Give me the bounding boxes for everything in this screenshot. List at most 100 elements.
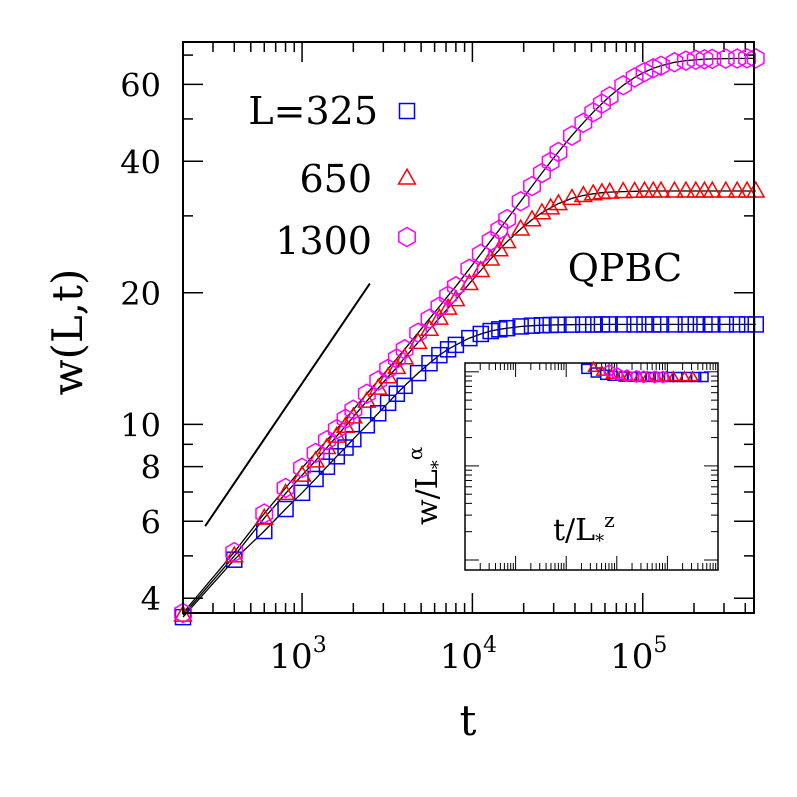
inset-point-triangle (614, 369, 628, 381)
data-point-square (277, 500, 294, 518)
data-point-hexagon (420, 308, 439, 330)
legend-label-325: L=325 (248, 89, 378, 133)
legend-label-650: 650 (299, 157, 372, 201)
tick-layer (182, 42, 754, 613)
data-point-triangle (651, 180, 671, 198)
data-point-triangle (624, 180, 645, 199)
data-point-square (498, 319, 516, 337)
y-tick-label: 20 (120, 275, 161, 313)
data-point-hexagon (746, 48, 765, 69)
data-point-triangle (727, 180, 747, 198)
data-point-hexagon (387, 348, 406, 369)
inset-point-triangle (686, 370, 700, 382)
data-point-hexagon (225, 541, 244, 563)
inset-point-hexagon (657, 370, 669, 384)
data-markers (173, 48, 766, 626)
data-point-triangle (459, 273, 480, 291)
data-point-square (293, 484, 311, 502)
y-axis-label: w(L,t) (43, 269, 92, 396)
data-point-hexagon (541, 151, 560, 173)
data-point-square (396, 377, 413, 395)
data-point-hexagon (174, 602, 192, 624)
inset-x-label-base: t/L (553, 513, 595, 548)
y-tick-label: 60 (120, 66, 161, 104)
data-point-triangle (548, 193, 569, 211)
data-point-hexagon (511, 190, 530, 212)
y-tick-label: 4 (141, 580, 161, 618)
data-point-hexagon (446, 275, 465, 297)
data-point-triangle (429, 307, 450, 325)
y-tick-label: 6 (141, 503, 161, 541)
data-point-square (358, 417, 376, 434)
data-point-triangle (702, 180, 722, 198)
data-point-square (717, 316, 735, 333)
data-point-hexagon (490, 219, 509, 240)
plot-frame (182, 41, 755, 614)
data-point-square (533, 316, 551, 334)
data-point-triangle (497, 231, 517, 249)
data-point-square (431, 346, 448, 364)
inset-point-hexagon (630, 369, 643, 384)
legend-marker-hexagon (398, 226, 416, 248)
data-point-hexagon (703, 48, 722, 70)
data-point-square (666, 316, 683, 333)
inset-y-label-base: w/L (410, 469, 445, 525)
data-point-square (447, 336, 465, 354)
data-point-hexagon (716, 48, 735, 69)
data-point-hexagon (652, 55, 670, 77)
data-point-square (369, 405, 387, 422)
data-point-square (747, 316, 765, 333)
x-tick-labels: 103 104 105 (269, 633, 667, 677)
data-point-hexagon (665, 51, 684, 73)
data-point-hexagon (327, 418, 346, 440)
data-point-square (472, 325, 490, 343)
data-point-hexagon (336, 408, 355, 430)
inset-point-square (690, 371, 702, 383)
x-axis-label: t (460, 696, 477, 745)
data-point-square (563, 316, 581, 333)
data-point-square (584, 316, 602, 333)
data-point-triangle (716, 180, 736, 198)
data-point-square (307, 470, 324, 488)
data-point-triangle (600, 181, 620, 199)
data-point-square (614, 316, 632, 333)
data-point-square (652, 316, 670, 333)
data-point-square (482, 322, 499, 340)
data-point-square (601, 316, 618, 333)
data-point-hexagon (430, 296, 449, 317)
x-tick-label-exponent: 5 (653, 633, 667, 658)
data-point-square (704, 316, 721, 333)
data-point-hexagon (676, 50, 695, 71)
data-point-triangle (746, 180, 766, 198)
data-point-hexagon (293, 457, 312, 479)
data-point-square (379, 394, 397, 412)
data-point-triangle (471, 260, 491, 278)
x-tick-label: 105 (610, 633, 667, 677)
data-point-square (409, 364, 427, 382)
data-point-triangle (292, 464, 312, 482)
y-tick-label: 8 (141, 449, 161, 487)
data-point-hexagon (409, 322, 428, 344)
data-point-square (687, 316, 705, 333)
inset-x-label: t/L*z (553, 508, 615, 552)
x-tick-label-base: 10 (610, 637, 653, 677)
data-point-triangle (664, 180, 685, 198)
data-point-triangle (357, 390, 377, 408)
data-point-hexagon (625, 67, 644, 88)
data-point-triangle (408, 332, 428, 350)
data-point-triangle (446, 289, 466, 307)
inset-point-square (645, 371, 656, 383)
data-point-hexagon (369, 370, 388, 391)
inset-x-label-sub: * (595, 531, 604, 552)
data-point-hexagon (644, 57, 663, 79)
x-tick-label: 104 (440, 633, 497, 677)
inset-point-triangle (667, 370, 680, 382)
qpbc-annotation: QPBC (568, 246, 682, 290)
x-tick-label: 103 (269, 633, 326, 677)
data-point-hexagon (379, 358, 398, 380)
data-point-hexagon (276, 477, 295, 499)
data-point-hexagon (317, 429, 336, 451)
data-point-hexagon (614, 74, 633, 96)
inset-point-triangle (587, 360, 600, 372)
data-point-square (523, 317, 541, 334)
